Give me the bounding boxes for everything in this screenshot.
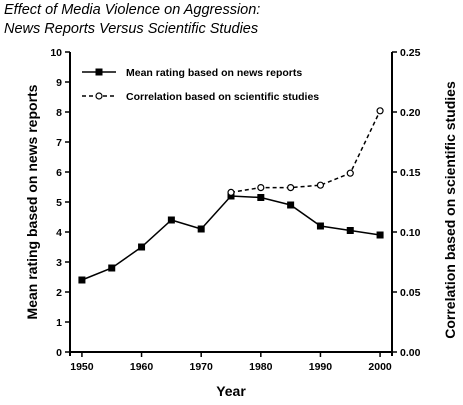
- series-line-1: [81, 195, 381, 281]
- y-axis-right-tick-label: 0.10: [400, 227, 421, 239]
- data-point-circle: [257, 184, 265, 192]
- x-axis-tick-label: 2000: [368, 361, 392, 373]
- data-point-circle: [376, 107, 384, 115]
- y-axis-left-tick-label: 8: [56, 107, 62, 119]
- y-axis-left-tick-label: 2: [56, 287, 62, 299]
- series-line-2: [230, 110, 381, 194]
- data-point-circle: [346, 169, 354, 177]
- y-axis-left-title: Mean rating based on news reports: [24, 84, 40, 319]
- y-axis-right-title: Correlation based on scientific studies: [442, 81, 458, 339]
- x-axis-title: Year: [216, 383, 246, 399]
- data-point-square: [257, 194, 265, 201]
- data-point-circle: [316, 181, 325, 189]
- y-axis-right-tick-label: 0.20: [400, 107, 421, 119]
- data-point-square: [138, 243, 146, 251]
- legend-label-2: Correlation based on scientific studies: [126, 91, 319, 103]
- legend-label-1: Mean rating based on news reports: [126, 67, 302, 79]
- data-point-square: [78, 276, 86, 284]
- chart-title: Effect of Media Violence on Aggression: …: [4, 1, 260, 39]
- data-point-square: [167, 216, 175, 224]
- data-point-square: [376, 231, 384, 239]
- y-axis-left-tick-label: 7: [56, 137, 62, 149]
- x-axis-tick-label: 1970: [190, 361, 214, 373]
- chart-axes: 0 1 2 3 4 5 6 7 8 9 10 0.00 0.05 0.10 0.15 0.20 0.25 1950…: [50, 47, 420, 373]
- x-axis-tick-label: 1960: [130, 361, 154, 373]
- data-point-square: [227, 192, 235, 200]
- y-axis-left-tick-label: 6: [56, 167, 62, 179]
- y-axis-left-tick-label: 1: [56, 317, 62, 329]
- x-axis-tick-label: 1950: [70, 361, 94, 373]
- y-axis-left-tick-label: 3: [56, 257, 62, 269]
- data-point-square: [316, 222, 324, 230]
- y-axis-right-tick-label: 0.25: [400, 47, 421, 59]
- x-axis-tick-label: 1980: [249, 361, 273, 373]
- legend-marker-square: [95, 68, 103, 76]
- y-axis-right-tick-label: 0.15: [400, 167, 421, 179]
- chart-series: [78, 107, 384, 284]
- data-point-square: [108, 264, 116, 272]
- y-axis-left-tick-label: 9: [56, 77, 62, 89]
- chart-title-line-1: Effect of Media Violence on Aggression:: [4, 2, 261, 18]
- data-point-circle: [227, 188, 235, 196]
- y-axis-left-tick-label: 4: [56, 227, 62, 239]
- y-axis-left-tick-label: 5: [56, 197, 62, 209]
- data-point-square: [346, 227, 354, 234]
- chart-legend: Mean rating based on news reports Correla…: [82, 67, 319, 103]
- x-axis-tick-label: 1990: [309, 361, 333, 373]
- data-point-square: [197, 225, 205, 233]
- chart-title-line-2: News Reports Versus Scientific Studies: [4, 21, 259, 37]
- y-axis-left-tick-label: 10: [50, 47, 62, 59]
- data-point-circle: [287, 184, 295, 192]
- legend-marker-circle: [95, 92, 103, 100]
- y-axis-right-tick-label: 0.00: [400, 347, 421, 359]
- data-point-square: [287, 201, 295, 209]
- y-axis-left-tick-label: 0: [56, 347, 62, 359]
- y-axis-right-tick-label: 0.05: [400, 287, 421, 299]
